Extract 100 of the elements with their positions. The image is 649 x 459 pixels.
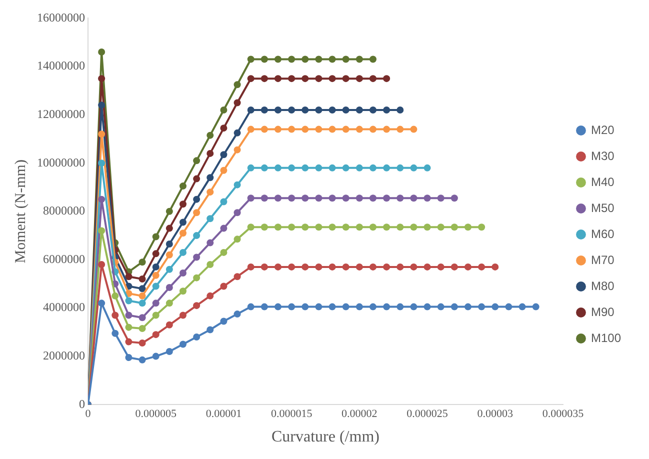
point bbox=[369, 164, 376, 172]
point bbox=[315, 224, 322, 231]
point bbox=[138, 325, 146, 332]
point bbox=[464, 224, 472, 231]
point bbox=[98, 75, 106, 82]
point bbox=[369, 263, 376, 270]
point bbox=[383, 224, 390, 231]
point bbox=[315, 106, 322, 114]
point bbox=[138, 292, 146, 300]
point bbox=[220, 224, 228, 232]
point bbox=[166, 348, 173, 355]
point bbox=[98, 130, 106, 138]
point bbox=[193, 232, 200, 240]
point bbox=[342, 224, 350, 231]
point bbox=[369, 126, 376, 133]
point bbox=[206, 292, 214, 300]
x-tick-label: 0.00001 bbox=[206, 408, 242, 420]
point bbox=[369, 75, 376, 82]
point bbox=[220, 106, 228, 114]
legend-label: M100 bbox=[590, 330, 622, 345]
point bbox=[383, 194, 390, 202]
point bbox=[356, 106, 363, 114]
point bbox=[328, 164, 336, 172]
point bbox=[437, 263, 444, 270]
point bbox=[125, 312, 132, 319]
x-tick-label: 0.00003 bbox=[477, 408, 514, 420]
point bbox=[356, 303, 363, 310]
legend-label: M30 bbox=[590, 148, 615, 163]
point bbox=[220, 166, 228, 174]
point bbox=[193, 175, 200, 182]
point bbox=[152, 352, 160, 360]
point bbox=[396, 263, 404, 270]
point bbox=[234, 181, 241, 188]
point bbox=[274, 303, 282, 310]
point bbox=[247, 106, 254, 114]
point bbox=[369, 56, 376, 63]
point bbox=[193, 157, 200, 164]
point bbox=[247, 263, 254, 270]
point bbox=[410, 224, 418, 231]
point bbox=[166, 208, 173, 215]
y-tick-label: 16000000 bbox=[37, 10, 85, 24]
point bbox=[302, 106, 309, 114]
point bbox=[464, 263, 472, 270]
point bbox=[260, 303, 268, 310]
point bbox=[193, 333, 200, 340]
point bbox=[315, 126, 322, 133]
point bbox=[234, 146, 241, 154]
point bbox=[356, 224, 363, 231]
point bbox=[98, 160, 106, 167]
point bbox=[152, 282, 160, 290]
point bbox=[342, 56, 350, 63]
point bbox=[179, 312, 186, 319]
point bbox=[315, 56, 322, 63]
point bbox=[396, 224, 404, 231]
point bbox=[437, 194, 444, 202]
point bbox=[234, 99, 241, 106]
point bbox=[152, 312, 160, 319]
point bbox=[166, 284, 173, 291]
point bbox=[247, 56, 254, 63]
point bbox=[112, 292, 119, 300]
point bbox=[220, 282, 228, 290]
point bbox=[260, 164, 268, 172]
point bbox=[396, 126, 404, 133]
point bbox=[138, 340, 146, 347]
point bbox=[138, 276, 146, 283]
point bbox=[179, 230, 186, 237]
point bbox=[288, 224, 296, 231]
point bbox=[356, 75, 363, 82]
point bbox=[220, 318, 228, 325]
point bbox=[247, 303, 254, 310]
legend-label: M20 bbox=[590, 122, 615, 137]
point bbox=[383, 303, 390, 310]
point bbox=[410, 164, 418, 172]
legend-label: M50 bbox=[590, 200, 615, 215]
point bbox=[206, 239, 214, 246]
point bbox=[193, 274, 200, 282]
point bbox=[464, 303, 472, 310]
point bbox=[342, 164, 350, 172]
point bbox=[288, 263, 296, 270]
point bbox=[302, 194, 309, 202]
point bbox=[193, 196, 200, 203]
point bbox=[260, 263, 268, 270]
point bbox=[193, 209, 200, 216]
point bbox=[247, 75, 254, 82]
point bbox=[179, 182, 186, 190]
point bbox=[328, 56, 336, 63]
point bbox=[315, 164, 322, 172]
point bbox=[328, 263, 336, 270]
point bbox=[315, 263, 322, 270]
point bbox=[138, 356, 146, 364]
point bbox=[288, 106, 296, 114]
point bbox=[206, 261, 214, 268]
point bbox=[356, 194, 363, 202]
point bbox=[260, 224, 268, 231]
point bbox=[234, 209, 241, 216]
point bbox=[288, 126, 296, 133]
point bbox=[274, 164, 282, 172]
point bbox=[125, 273, 132, 280]
y-tick-label: 8000000 bbox=[43, 204, 85, 218]
point bbox=[179, 340, 186, 348]
